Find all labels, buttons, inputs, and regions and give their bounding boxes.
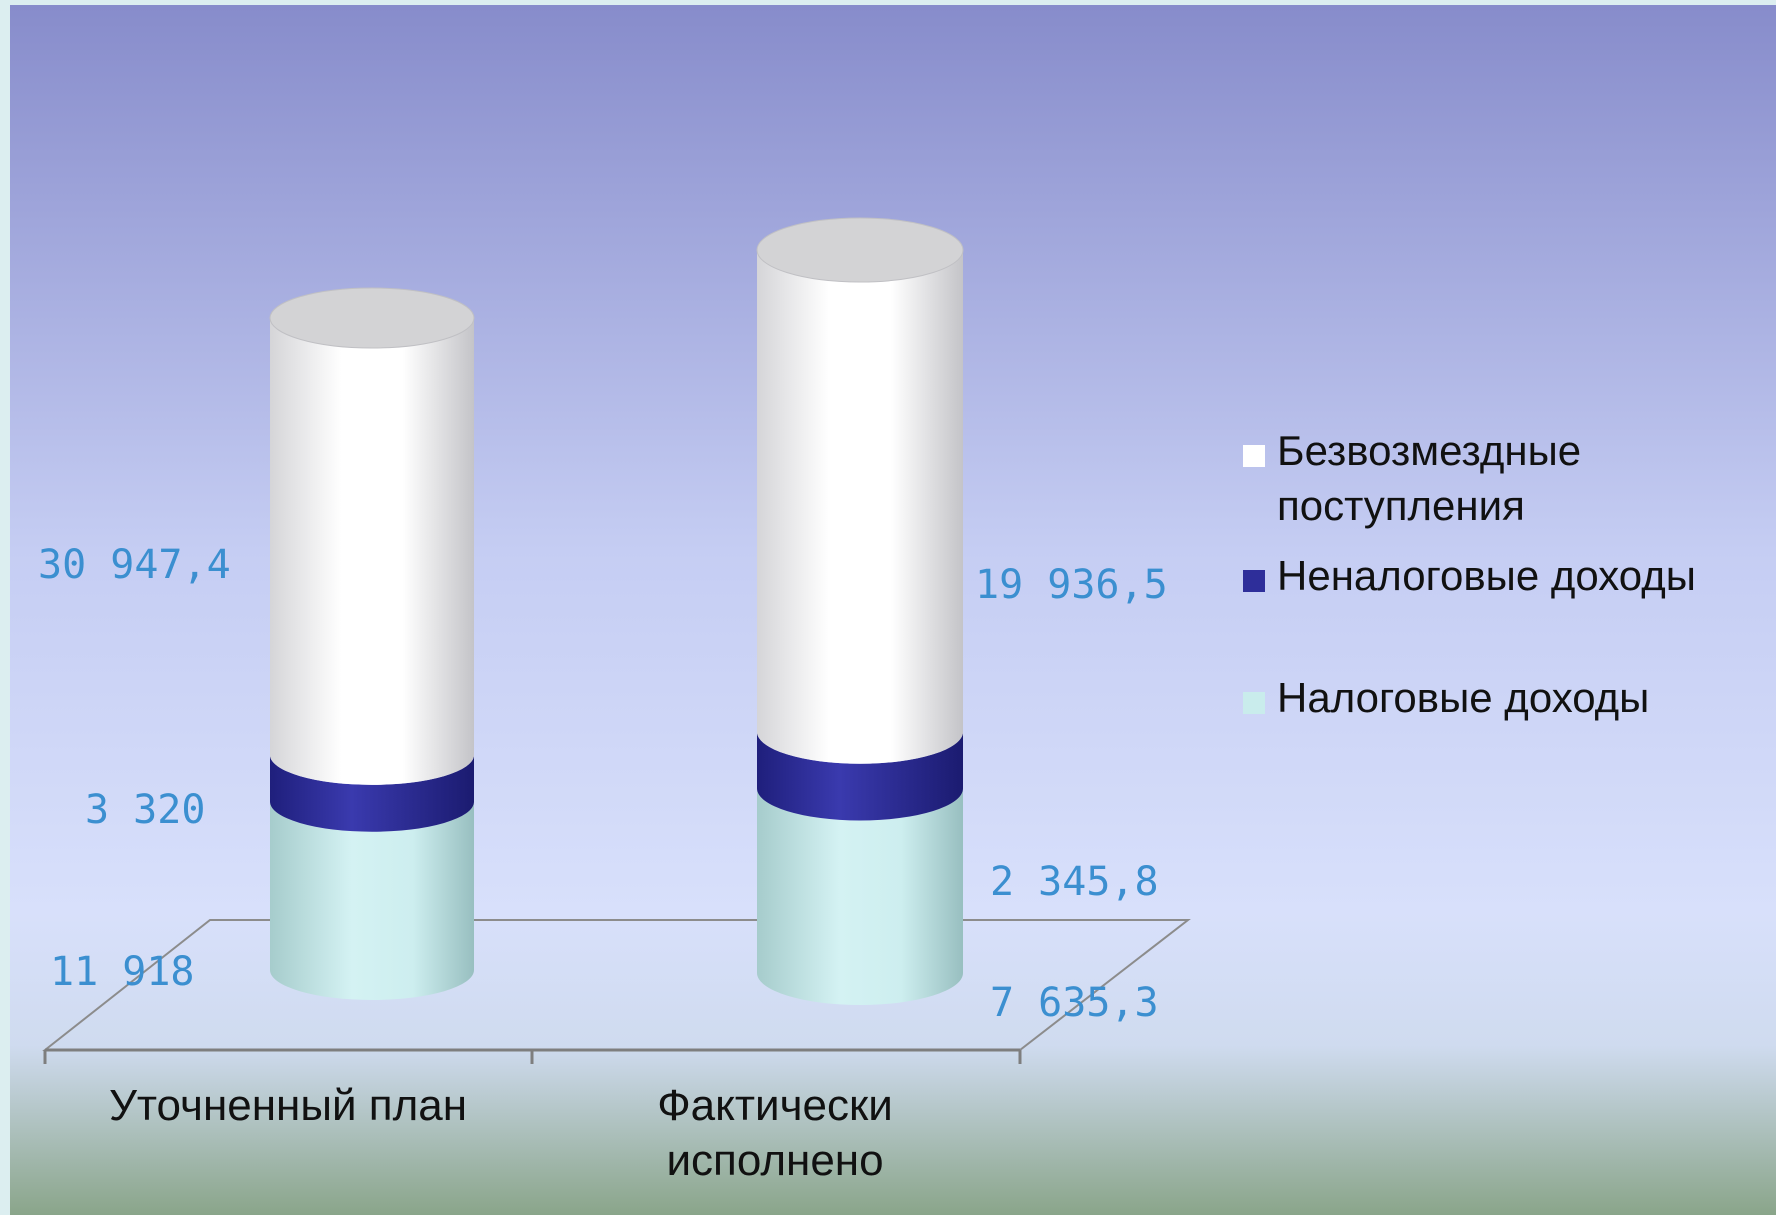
category-label-1-line-0: Фактически <box>657 1081 893 1130</box>
legend-label-0-line-0: Безвозмездные <box>1277 427 1581 474</box>
bar-segment-1-2 <box>757 250 963 764</box>
bar-segment-1-0 <box>757 788 963 1005</box>
bar-stack-0 <box>270 288 474 1000</box>
data-label-1-0: 7 635,3 <box>990 980 1159 1026</box>
legend-label-2: Налоговые доходы <box>1277 674 1649 721</box>
legend-swatch-0 <box>1243 445 1265 467</box>
category-label-0: Уточненный план <box>109 1081 467 1130</box>
category-label-1-line-1: исполнено <box>666 1136 883 1185</box>
legend-label-0-line-1: поступления <box>1277 482 1525 529</box>
bar-cap-1 <box>757 218 963 282</box>
legend-entry-1: Неналоговые доходы <box>1243 552 1696 599</box>
legend-entry-2: Налоговые доходы <box>1243 674 1649 721</box>
legend-label-1: Неналоговые доходы <box>1277 552 1696 599</box>
legend-swatch-2 <box>1243 692 1265 714</box>
data-label-0-0: 11 918 <box>50 949 195 995</box>
bar-segment-0-2 <box>270 318 474 785</box>
bar-cap-0 <box>270 288 474 348</box>
data-label-0-1: 3 320 <box>85 787 205 833</box>
data-label-0-2: 30 947,4 <box>38 542 231 588</box>
data-label-1-2: 19 936,5 <box>975 562 1168 608</box>
legend-swatch-1 <box>1243 570 1265 592</box>
bar-stack-1 <box>757 218 963 1005</box>
data-label-1-1: 2 345,8 <box>990 859 1159 905</box>
